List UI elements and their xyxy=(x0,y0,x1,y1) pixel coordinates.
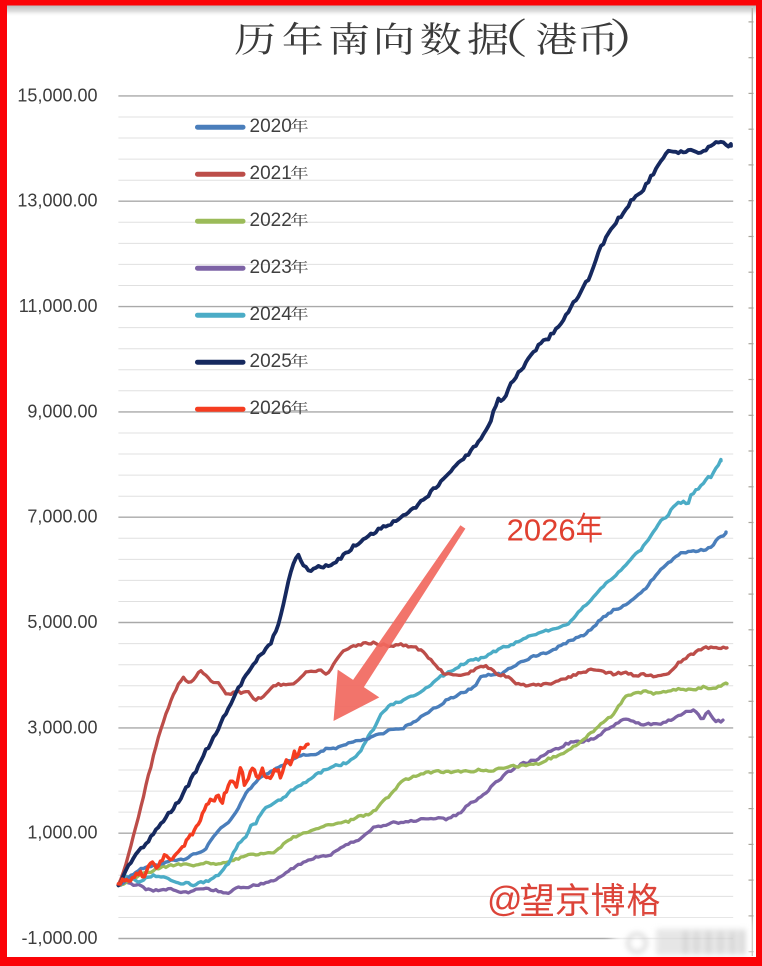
svg-text:5,000.00: 5,000.00 xyxy=(27,612,97,632)
svg-text:15,000.00: 15,000.00 xyxy=(17,85,97,105)
svg-text:13,000.00: 13,000.00 xyxy=(17,191,97,211)
svg-text:-1,000.00: -1,000.00 xyxy=(21,928,97,948)
svg-text:9,000.00: 9,000.00 xyxy=(27,401,97,421)
svg-text:2021: 2021 xyxy=(250,163,292,184)
svg-text:2022: 2022 xyxy=(250,210,292,231)
svg-text:7,000.00: 7,000.00 xyxy=(27,507,97,527)
svg-text:1,000.00: 1,000.00 xyxy=(27,823,97,843)
svg-text:2026: 2026 xyxy=(250,398,292,419)
svg-text:3,000.00: 3,000.00 xyxy=(27,717,97,737)
svg-text:2026: 2026 xyxy=(507,513,576,548)
svg-text:2024: 2024 xyxy=(250,304,293,325)
svg-text:@: @ xyxy=(487,880,523,919)
svg-text:2023: 2023 xyxy=(250,257,292,278)
svg-text:2020: 2020 xyxy=(250,116,292,137)
svg-text:2025: 2025 xyxy=(250,351,292,372)
svg-text:11,000.00: 11,000.00 xyxy=(19,296,98,316)
